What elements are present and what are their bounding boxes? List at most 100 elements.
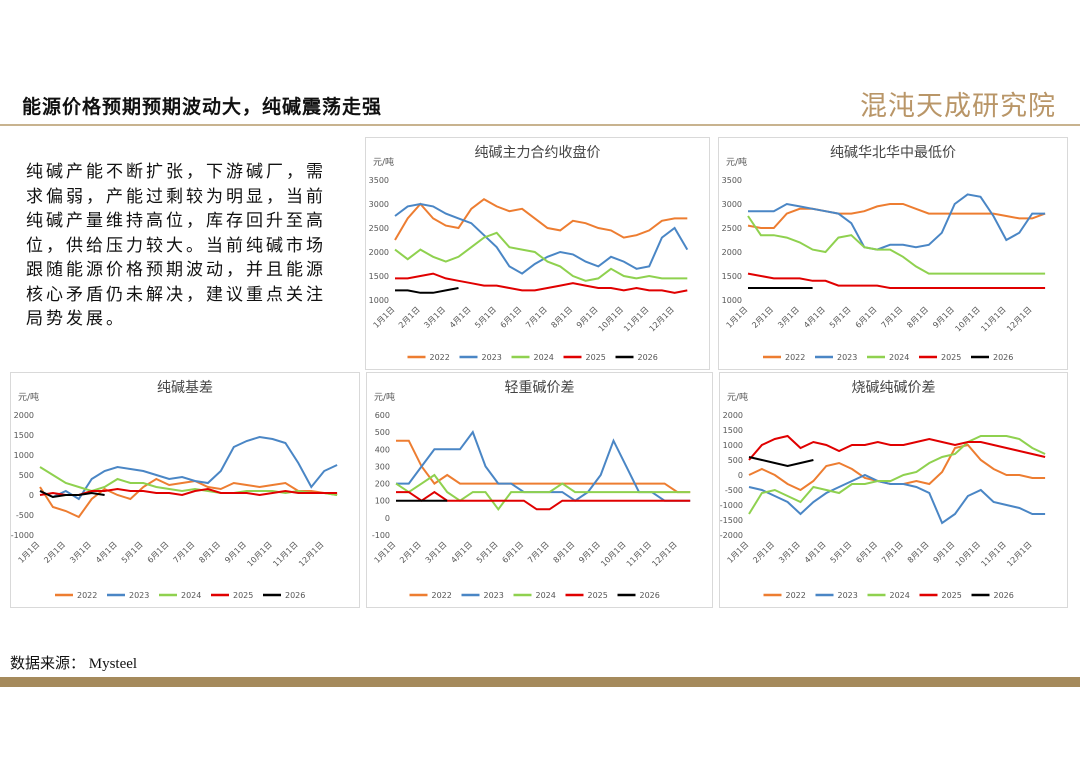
series-line [396,490,691,511]
chart-title: 纯碱基差 [157,379,213,396]
series-line [748,434,1046,461]
y-tick-label: -500 [16,511,34,520]
legend-label: 2022 [785,353,805,362]
legend-label: 2022 [786,591,806,600]
series-line [748,193,1046,251]
legend-label: 2025 [588,591,608,600]
legend-label: 2026 [993,353,1013,362]
source: 数据来源： Mysteel [10,656,138,672]
footer-bar [0,677,1080,687]
legend-label: 2025 [233,591,253,600]
y-tick-label: 2500 [369,224,389,233]
series-line [747,215,1046,275]
series-line [395,473,691,511]
y-tick-label: 1500 [14,431,34,440]
y-tick-label: 1000 [722,296,742,305]
legend-label: 2022 [77,591,97,600]
y-tick-label: 2000 [14,411,34,420]
series-line [39,435,338,501]
page-title: 能源价格预期预期波动大，纯碱震荡走强 [22,96,383,118]
series-line [747,203,1046,229]
legend-label: 2022 [430,353,450,362]
y-tick-label: 1500 [723,426,743,435]
legend-label: 2024 [889,353,909,362]
legend-label: 2022 [432,591,452,600]
series-line [748,473,1046,525]
chart-panel [718,137,1068,370]
series-line [396,439,691,494]
header-rule [0,124,1080,126]
legend-label: 2025 [942,591,962,600]
legend-label: 2023 [482,353,502,362]
legend-label: 2026 [994,591,1014,600]
legend-label: 2023 [838,591,858,600]
y-tick-label: 3500 [722,176,742,185]
y-tick-label: 3500 [369,176,389,185]
series-line [39,466,338,496]
y-tick-label: 200 [375,480,390,489]
y-unit: 元/吨 [726,156,747,168]
legend-label: 2025 [941,353,961,362]
series-line [39,487,338,497]
y-tick-label: -1000 [11,531,34,540]
chart-panel [366,372,713,608]
legend-label: 2024 [890,591,910,600]
series-line [395,272,688,294]
legend-label: 2026 [285,591,305,600]
series-line [39,477,338,519]
y-tick-label: 500 [19,471,34,480]
y-tick-label: 1000 [14,451,34,460]
y-tick-label: 100 [375,497,390,506]
y-tick-label: 2500 [722,224,742,233]
chart-title: 轻重碱价差 [505,380,575,396]
legend-label: 2023 [129,591,149,600]
series-line [748,456,814,468]
legend-label: 2024 [534,353,554,362]
series-line [395,287,459,294]
legend-label: 2023 [837,353,857,362]
legend-label: 2026 [638,353,658,362]
body-text: 纯碱产能不断扩张，下游碱厂，需求偏弱，产能过剩较为明显，当前纯碱产量维持高位，库… [26,162,326,329]
y-tick-label: 0 [29,491,34,500]
series-line [394,231,688,282]
series-line [394,202,689,275]
y-unit: 元/吨 [373,156,394,168]
y-tick-label: -100 [372,531,390,540]
y-tick-label: 600 [375,411,390,420]
y-tick-label: 1500 [369,272,389,281]
legend-label: 2024 [181,591,201,600]
y-tick-label: -2000 [720,531,743,540]
legend-label: 2026 [640,591,660,600]
y-tick-label: 2000 [723,411,743,420]
y-tick-label: -1500 [720,516,743,525]
y-tick-label: 2000 [722,248,742,257]
y-tick-label: 0 [385,514,390,523]
chart-title: 纯碱主力合约收盘价 [475,144,601,161]
y-tick-label: 400 [375,445,390,454]
y-tick-label: 2000 [369,248,389,257]
chart-title: 烧碱纯碱价差 [852,380,936,396]
series-line [747,272,1046,289]
y-tick-label: -500 [725,486,743,495]
y-unit: 元/吨 [727,391,748,403]
chart-title: 纯碱华北华中最低价 [830,145,956,161]
y-tick-label: 500 [728,456,743,465]
y-tick-label: -1000 [720,501,743,510]
legend-label: 2025 [586,353,606,362]
y-tick-label: 1500 [722,272,742,281]
chart-panel [719,372,1068,608]
logo: 混沌天成研究院 [860,91,1056,122]
legend-label: 2023 [484,591,504,600]
series-line [39,490,105,499]
y-tick-label: 1000 [369,296,389,305]
y-tick-label: 0 [738,471,743,480]
y-tick-label: 1000 [723,441,743,450]
y-unit: 元/吨 [18,391,39,403]
y-tick-label: 3000 [722,200,742,209]
series-line [394,198,688,241]
series-line [748,435,1046,515]
legend-label: 2024 [536,591,556,600]
y-tick-label: 500 [375,428,390,437]
